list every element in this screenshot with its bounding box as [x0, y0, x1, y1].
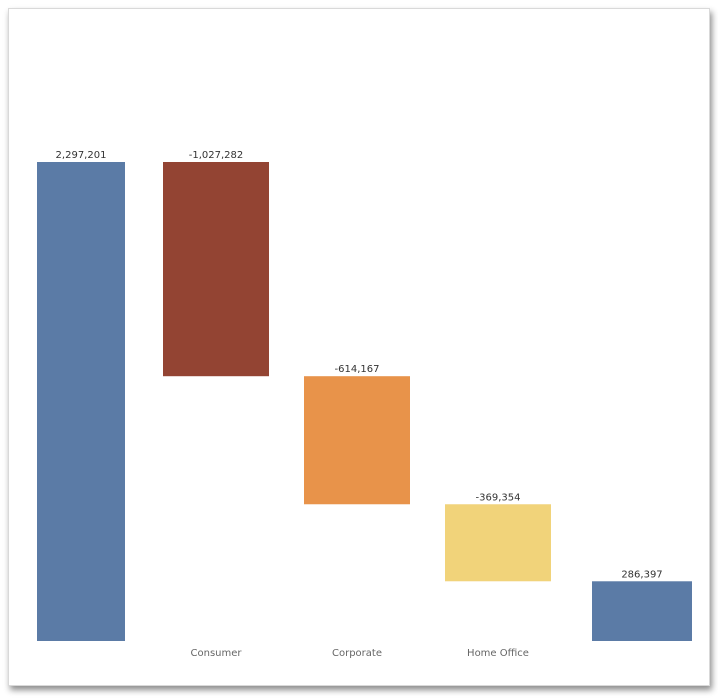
- value-label-start-total: 2,297,201: [56, 150, 107, 161]
- bar-home-office: [445, 504, 551, 582]
- bar-consumer: [163, 162, 269, 377]
- category-label-home-office: Home Office: [467, 648, 529, 659]
- value-label-consumer: -1,027,282: [189, 150, 244, 161]
- value-label-corporate: -614,167: [335, 364, 380, 375]
- bar-corporate: [304, 376, 410, 505]
- bar-start-total: [37, 162, 125, 641]
- category-label-consumer: Consumer: [191, 648, 243, 659]
- value-label-home-office: -369,354: [476, 492, 521, 503]
- bar-end-total: [592, 581, 692, 641]
- value-label-end-total: 286,397: [621, 569, 662, 580]
- category-label-corporate: Corporate: [332, 648, 382, 659]
